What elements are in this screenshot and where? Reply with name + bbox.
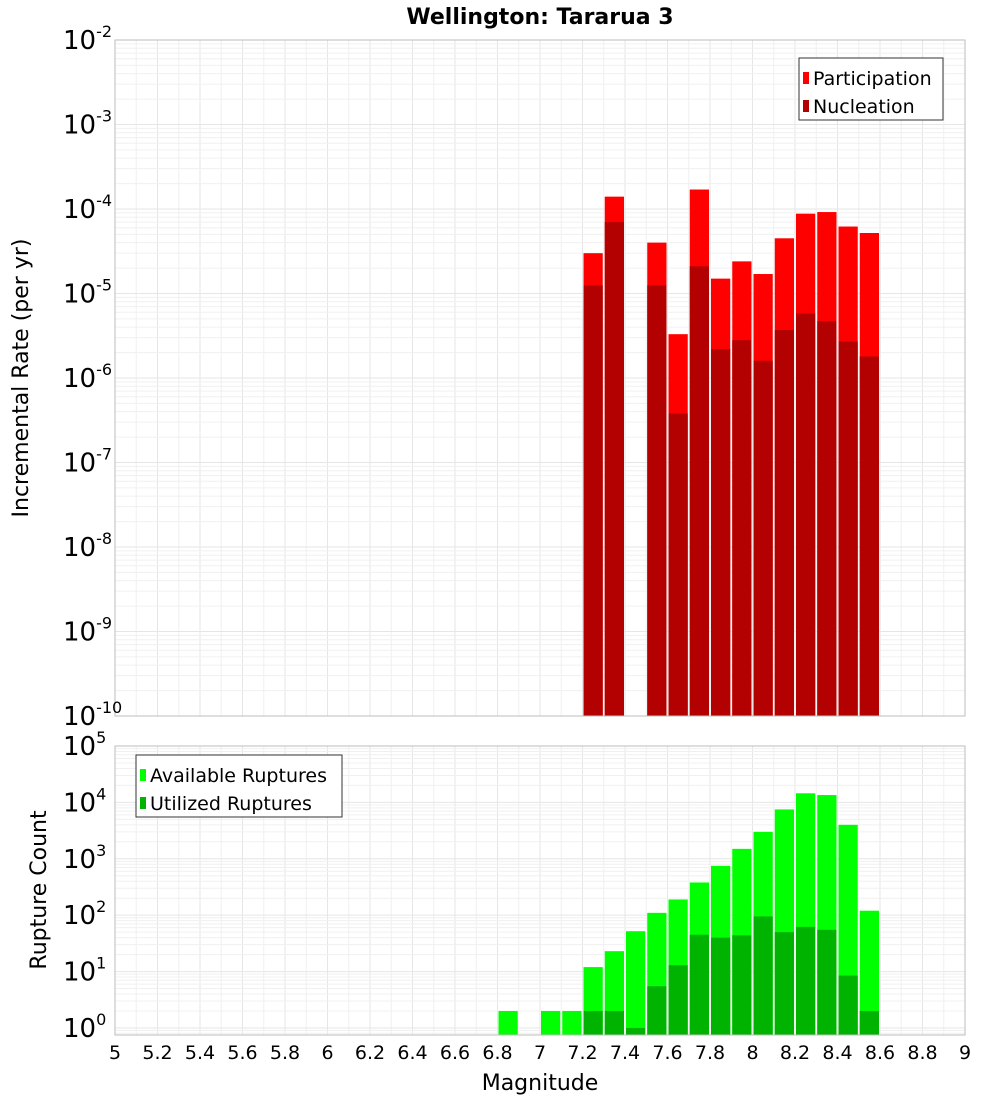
y-tick-label: 102 xyxy=(63,897,106,931)
y-tick-label: 10-7 xyxy=(63,445,112,479)
x-tick-label: 8.4 xyxy=(822,1042,852,1064)
x-tick-label: 6 xyxy=(321,1042,333,1064)
bar-utilized-ruptures xyxy=(838,975,858,1035)
x-tick-label: 6.2 xyxy=(355,1042,385,1064)
x-tick-label: 8 xyxy=(746,1042,758,1064)
legend-swatch xyxy=(140,797,146,809)
y-tick-label: 10-3 xyxy=(63,107,112,141)
bar-utilized-ruptures xyxy=(689,934,709,1035)
x-tick-label: 5.6 xyxy=(227,1042,257,1064)
bar-nucleation xyxy=(604,222,624,716)
legend-box xyxy=(135,754,343,818)
bar-utilized-ruptures xyxy=(753,916,773,1035)
y-tick-label: 10-10 xyxy=(63,698,122,732)
bar-available-ruptures xyxy=(541,1010,561,1035)
bar-nucleation xyxy=(689,266,709,716)
bar-nucleation xyxy=(838,341,858,716)
top-y-axis-label: Incremental Rate (per yr) xyxy=(9,239,34,518)
bar-utilized-ruptures xyxy=(668,965,688,1035)
x-tick-label: 7.2 xyxy=(567,1042,597,1064)
plot-frame xyxy=(114,745,966,1036)
plot-frame xyxy=(114,39,966,717)
y-tick-label: 10-5 xyxy=(63,276,112,310)
bar-nucleation xyxy=(668,413,688,716)
x-tick-label: 7.4 xyxy=(610,1042,640,1064)
y-tick-label: 10-6 xyxy=(63,360,112,394)
y-tick-label: 100 xyxy=(63,1010,106,1044)
bar-nucleation xyxy=(647,285,667,716)
legend-label: Participation xyxy=(813,68,932,90)
bar-nucleation xyxy=(732,340,752,716)
x-tick-label: 9 xyxy=(959,1042,971,1064)
bar-nucleation xyxy=(817,321,837,716)
top-plot-area: 10-10 10-9 10-8 10-7 10-6 10-5 10-4 10-3 10-2 Par… xyxy=(63,22,966,732)
legend-swatch xyxy=(803,72,809,84)
y-tick-label: 105 xyxy=(63,728,106,762)
bar-available-ruptures xyxy=(498,1010,518,1035)
y-tick-label: 101 xyxy=(63,954,106,988)
bar-utilized-ruptures xyxy=(817,929,837,1035)
x-tick-label: 5.4 xyxy=(185,1042,215,1064)
legend-box xyxy=(798,57,944,121)
bar-nucleation xyxy=(796,313,816,716)
bar-utilized-ruptures xyxy=(732,935,752,1035)
x-tick-label: 6.8 xyxy=(482,1042,512,1064)
legend-swatch xyxy=(803,100,809,112)
legend-swatch xyxy=(140,769,146,781)
bottom-plot-area: 100 101 102 103 104 105 5 5.2 5.4 5.6 5.8 6 6.2 6.4 6.… xyxy=(63,728,971,1064)
bar-utilized-ruptures xyxy=(711,937,731,1035)
x-tick-label: 7.8 xyxy=(695,1042,725,1064)
x-tick-label: 7 xyxy=(534,1042,546,1064)
x-tick-label: 5.8 xyxy=(270,1042,300,1064)
bar-nucleation xyxy=(774,329,794,716)
y-tick-label: 10-8 xyxy=(63,529,112,563)
bar-utilized-ruptures xyxy=(626,1027,646,1035)
x-tick-label: 8.2 xyxy=(780,1042,810,1064)
y-tick-label: 10-2 xyxy=(63,22,112,56)
y-tick-label: 103 xyxy=(63,841,106,875)
bar-nucleation xyxy=(859,356,879,716)
bar-nucleation xyxy=(583,285,603,716)
legend: Participation Nucleation xyxy=(798,57,944,121)
bar-utilized-ruptures xyxy=(859,1010,879,1035)
bar-available-ruptures xyxy=(859,910,879,1035)
x-tick-label: 8.8 xyxy=(907,1042,937,1064)
x-tick-label: 5 xyxy=(109,1042,121,1064)
y-tick-label: 10-4 xyxy=(63,191,112,225)
bar-utilized-ruptures xyxy=(647,986,667,1035)
x-tick-label: 7.6 xyxy=(652,1042,682,1064)
legend: Available Ruptures Utilized Ruptures xyxy=(135,754,343,818)
bar-nucleation xyxy=(753,360,773,716)
bar-utilized-ruptures xyxy=(774,932,794,1035)
bar-utilized-ruptures xyxy=(604,1010,624,1035)
x-tick-label: 5.2 xyxy=(142,1042,172,1064)
x-axis-label: Magnitude xyxy=(482,1071,599,1096)
bar-available-ruptures xyxy=(562,1010,582,1035)
x-tick-label: 6.4 xyxy=(397,1042,427,1064)
bar-nucleation xyxy=(711,349,731,716)
legend-label: Available Ruptures xyxy=(150,765,327,787)
bottom-y-axis-label: Rupture Count xyxy=(27,810,52,970)
bar-utilized-ruptures xyxy=(796,926,816,1035)
x-tick-label: 8.6 xyxy=(865,1042,895,1064)
bar-available-ruptures xyxy=(626,931,646,1035)
x-tick-label: 6.6 xyxy=(440,1042,470,1064)
y-tick-label: 10-9 xyxy=(63,614,112,648)
legend-label: Utilized Ruptures xyxy=(150,793,312,815)
legend-label: Nucleation xyxy=(813,96,915,118)
chart-title: Wellington: Tararua 3 xyxy=(406,5,673,30)
y-tick-label: 104 xyxy=(63,784,106,818)
bar-utilized-ruptures xyxy=(583,1010,603,1035)
